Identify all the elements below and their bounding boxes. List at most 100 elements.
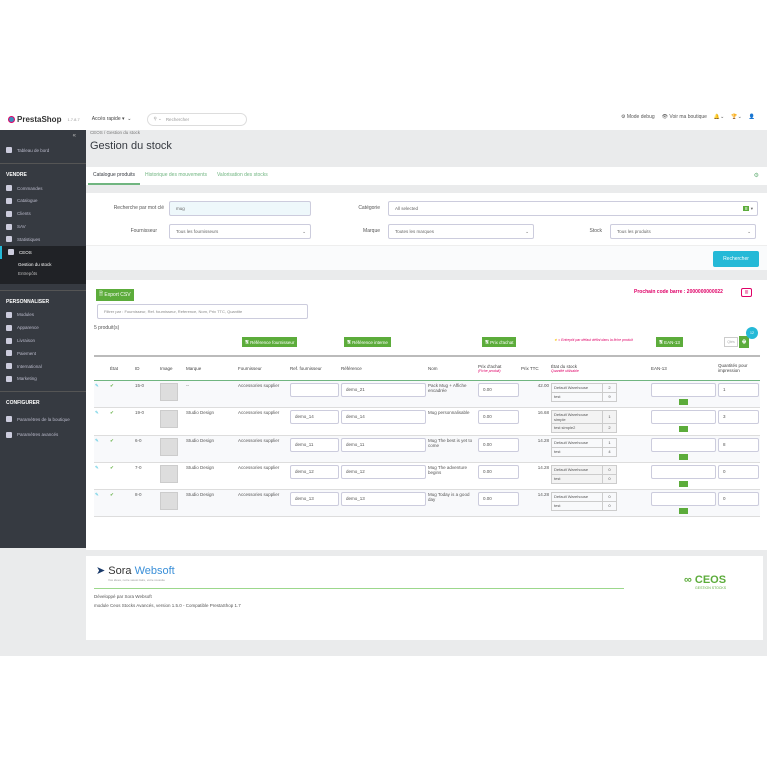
sidebar-item-orders[interactable]: Commandes — [0, 182, 86, 195]
reference-input[interactable]: demo_13 — [341, 491, 426, 506]
ean-input[interactable] — [651, 409, 716, 424]
col-supplier[interactable]: Fournisseur — [237, 355, 289, 381]
ref-supplier-input[interactable] — [290, 382, 339, 397]
sidebar-item-ceos[interactable]: CEOS — [0, 245, 86, 259]
print-qty-input[interactable]: 3 — [718, 409, 759, 424]
buy-price-button[interactable]: 🖫 Prix d'achat — [482, 337, 517, 347]
barcode-generate-button[interactable] — [679, 480, 688, 487]
product-name: Pack Mug + Affiche encadrée — [427, 380, 477, 408]
buy-price-input[interactable]: 0.00 — [478, 382, 519, 397]
check-icon[interactable]: ✔ — [110, 437, 114, 443]
view-shop-link[interactable]: 👁 Voir ma boutique — [661, 114, 707, 120]
barcode-generate-button[interactable] — [679, 425, 688, 432]
edit-icon[interactable]: ✎ — [95, 491, 99, 497]
qty-input[interactable]: Qtés — [724, 337, 738, 347]
edit-icon[interactable]: ✎ — [95, 409, 99, 415]
print-qty-input[interactable]: 1 — [718, 382, 759, 397]
edit-icon[interactable]: ✎ — [95, 382, 99, 388]
user-icon[interactable]: 👤 — [748, 114, 755, 120]
reference-input[interactable]: demo_12 — [341, 464, 426, 479]
check-icon[interactable]: ✔ — [110, 382, 114, 388]
barcode-icon[interactable]: ▥ — [741, 288, 752, 297]
export-csv-button[interactable]: 🗎 Export CSV — [96, 289, 134, 301]
sidebar-item-shipping[interactable]: Livraison — [0, 334, 86, 347]
sidebar-item-dashboard[interactable]: Tableau de bord — [0, 144, 86, 157]
col-id[interactable]: ID — [134, 355, 159, 381]
quick-access-dropdown[interactable]: Accès rapide ▾ ⌄ — [91, 116, 132, 122]
ean-input[interactable] — [651, 437, 716, 452]
barcode-generate-button[interactable] — [679, 398, 688, 405]
ref-internal-button[interactable]: 🖫 Référence interne — [344, 337, 391, 347]
submenu-warehouses[interactable]: Entrepôts — [18, 270, 38, 276]
search-button[interactable]: Rechercher — [713, 251, 759, 267]
col-buy-price[interactable]: Prix d'achat (Fiche produit) — [477, 355, 520, 381]
tab-catalog[interactable]: Catalogue produits — [88, 167, 140, 185]
product-price: 14.28 — [520, 489, 550, 517]
stock-select[interactable]: Tous les produits ⌄ — [610, 224, 756, 239]
check-icon[interactable]: ✔ — [110, 464, 114, 470]
settings-icon[interactable]: ⚙ — [753, 173, 759, 179]
reference-input[interactable]: demo_21 — [341, 382, 426, 397]
table-filter-input[interactable]: Filtrer par : Fournisseur, Ref. fourniss… — [97, 304, 308, 319]
ref-supplier-input[interactable]: demo_13 — [290, 491, 339, 506]
debug-mode-link[interactable]: ⚙ Mode debug — [620, 114, 655, 120]
col-state[interactable]: État — [109, 355, 134, 381]
print-button[interactable]: 🖶 — [739, 336, 750, 348]
sidebar-item-appearance[interactable]: Apparence — [0, 321, 86, 334]
edit-icon[interactable]: ✎ — [95, 437, 99, 443]
search-input[interactable]: ⚲ ⌄ Rechercher — [147, 112, 248, 126]
sidebar-item-catalog[interactable]: Catalogue — [0, 195, 86, 208]
sidebar-item-shop-params[interactable]: Paramètres de la boutique — [0, 410, 86, 428]
sidebar-item-payment[interactable]: Paiement — [0, 347, 86, 360]
sidebar-item-sav[interactable]: SAV — [0, 220, 86, 233]
buy-price-input[interactable]: 0.00 — [478, 409, 519, 424]
ref-supplier-input[interactable]: demo_12 — [290, 464, 339, 479]
bell-icon[interactable]: 🔔⌄ — [713, 114, 725, 120]
collapse-icon[interactable]: « — [72, 133, 76, 139]
barcode-generate-button[interactable] — [679, 453, 688, 460]
sidebar-item-customers[interactable]: Clients — [0, 207, 86, 220]
barcode-generate-button[interactable] — [679, 507, 688, 514]
sidebar-item-marketing[interactable]: Marketing — [0, 373, 86, 386]
reference-input[interactable]: demo_14 — [341, 409, 426, 424]
edit-icon[interactable]: ✎ — [95, 464, 99, 470]
col-ref-supplier[interactable]: Ref. fournisseur — [289, 355, 340, 381]
product-brand: Studio Design — [185, 435, 237, 463]
breadcrumb-ceos[interactable]: CEOS / — [90, 130, 106, 135]
col-reference[interactable]: Référence — [340, 355, 427, 381]
buy-price-input[interactable]: 0.00 — [478, 464, 519, 479]
sidebar-item-stats[interactable]: Statistiques — [0, 233, 86, 246]
col-price[interactable]: Prix TTC — [520, 355, 550, 381]
keyword-input[interactable]: mug — [169, 201, 311, 216]
supplier-select[interactable]: Tous les fournisseurs ⌄ — [169, 224, 311, 239]
print-qty-input[interactable]: 0 — [718, 464, 759, 479]
reference-input[interactable]: demo_11 — [341, 437, 426, 452]
ean-input[interactable] — [651, 382, 716, 397]
tab-valuation[interactable]: Valorisation des stocks — [216, 172, 268, 178]
category-select[interactable]: All selected 8 ▾ — [388, 201, 758, 216]
product-id: 19-0 — [134, 407, 159, 436]
check-icon[interactable]: ✔ — [110, 409, 114, 415]
print-qty-input[interactable]: 0 — [718, 491, 759, 506]
submenu-stock[interactable]: Gestion du stock — [18, 261, 52, 267]
buy-price-input[interactable]: 0.00 — [478, 437, 519, 452]
buy-price-input[interactable]: 0.00 — [478, 491, 519, 506]
print-qty-input[interactable]: 8 — [718, 437, 759, 452]
sidebar-item-advanced-params[interactable]: Paramètres avancés — [0, 428, 86, 441]
ref-supplier-button[interactable]: 🖫 Référence fournisseur — [242, 337, 298, 347]
tab-history[interactable]: Historique des mouvements — [144, 172, 207, 178]
ean-input[interactable] — [651, 491, 716, 506]
ref-supplier-input[interactable]: demo_11 — [290, 437, 339, 452]
ean-input[interactable] — [651, 464, 716, 479]
col-name[interactable]: Nom — [427, 355, 477, 381]
sidebar-item-international[interactable]: International — [0, 360, 86, 373]
check-icon[interactable]: ✔ — [110, 491, 114, 497]
ref-supplier-input[interactable]: demo_14 — [290, 409, 339, 424]
ean-button[interactable]: 🖫 EAN-13 — [656, 337, 683, 347]
sidebar-item-modules[interactable]: Modules — [0, 309, 86, 322]
brand-select[interactable]: Toutes les marques ⌄ — [388, 224, 534, 239]
trophy-icon[interactable]: 🏆⌄ — [731, 114, 742, 120]
star-icon: ★ — [554, 338, 558, 342]
prestashop-logo[interactable]: PrestaShop — [8, 115, 61, 124]
col-brand[interactable]: Marque — [185, 355, 237, 381]
